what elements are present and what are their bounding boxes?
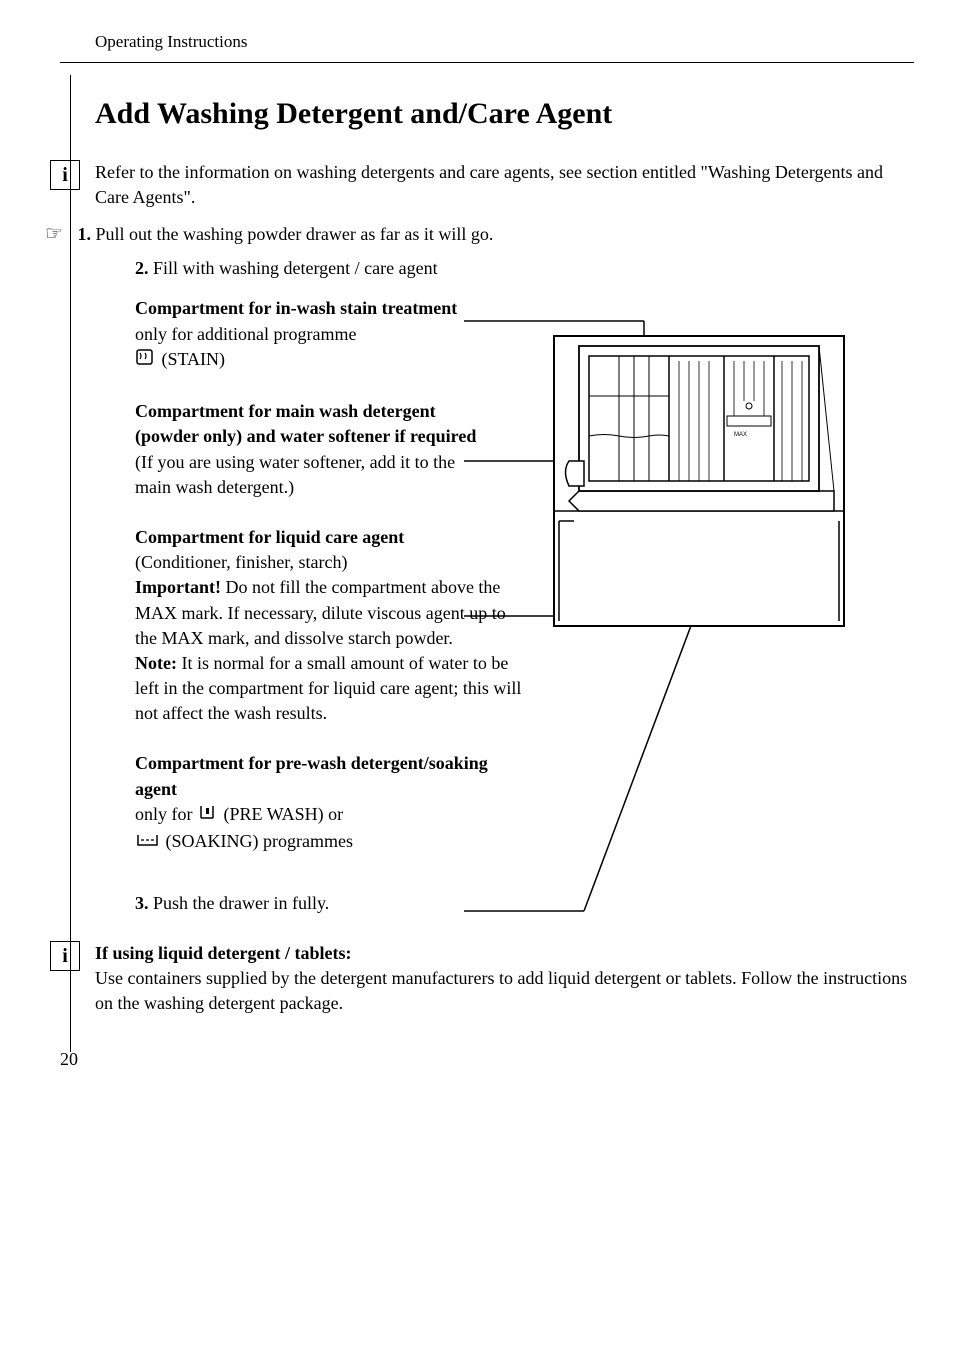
page-number: 20 xyxy=(60,1047,914,1072)
step-3-text: Push the drawer in fully. xyxy=(153,893,329,913)
vertical-rule xyxy=(70,75,71,1052)
important-label: Important! xyxy=(135,577,221,597)
compartment-main: Compartment for main wash detergent (pow… xyxy=(135,399,495,500)
prewash-program-icon xyxy=(197,802,219,829)
step-2-text: Fill with washing detergent / care agent xyxy=(153,258,438,278)
compartment-prewash-text1: only for xyxy=(135,804,197,824)
step-3-num: 3. xyxy=(135,893,149,913)
header-rule: Operating Instructions xyxy=(60,30,914,63)
info-text-top: Refer to the information on washing dete… xyxy=(95,160,914,210)
detergent-drawer-diagram: MAX xyxy=(464,286,864,966)
info-block-top: i Refer to the information on washing de… xyxy=(95,160,914,210)
main-heading: Add Washing Detergent and/Care Agent xyxy=(95,93,914,135)
compartment-stain-program: (STAIN) xyxy=(162,349,226,369)
hand-pointing-icon: ☞ xyxy=(45,220,63,248)
compartment-stain-title: Compartment for in-wash stain treatment xyxy=(135,298,457,318)
stain-program-icon xyxy=(135,347,157,374)
note-label: Note: xyxy=(135,653,177,673)
compartment-stain-text: only for additional programme xyxy=(135,324,356,344)
svg-text:MAX: MAX xyxy=(734,432,747,438)
soaking-program-icon xyxy=(135,831,161,856)
compartment-main-text: (If you are using water softener, add it… xyxy=(135,450,495,500)
step-2-num: 2. xyxy=(135,258,149,278)
info-icon: i xyxy=(50,160,80,190)
compartment-section: Compartment for in-wash stain treatment … xyxy=(95,296,914,880)
step-1-text: Pull out the washing powder drawer as fa… xyxy=(95,224,493,244)
compartment-prewash-prog2: (SOAKING) programmes xyxy=(166,831,353,851)
compartment-prewash-prog1: (PRE WASH) or xyxy=(224,804,344,824)
compartment-main-title: Compartment for main wash detergent (pow… xyxy=(135,399,495,449)
info-bottom-text: Use containers supplied by the detergent… xyxy=(95,966,914,1016)
info-icon: i xyxy=(50,941,80,971)
step-1: ☞ 1. Pull out the washing powder drawer … xyxy=(95,220,914,248)
compartment-stain: Compartment for in-wash stain treatment … xyxy=(135,296,495,374)
step-1-num: 1. xyxy=(77,224,91,244)
step-2: 2. Fill with washing detergent / care ag… xyxy=(135,256,914,281)
running-header: Operating Instructions xyxy=(95,30,914,54)
